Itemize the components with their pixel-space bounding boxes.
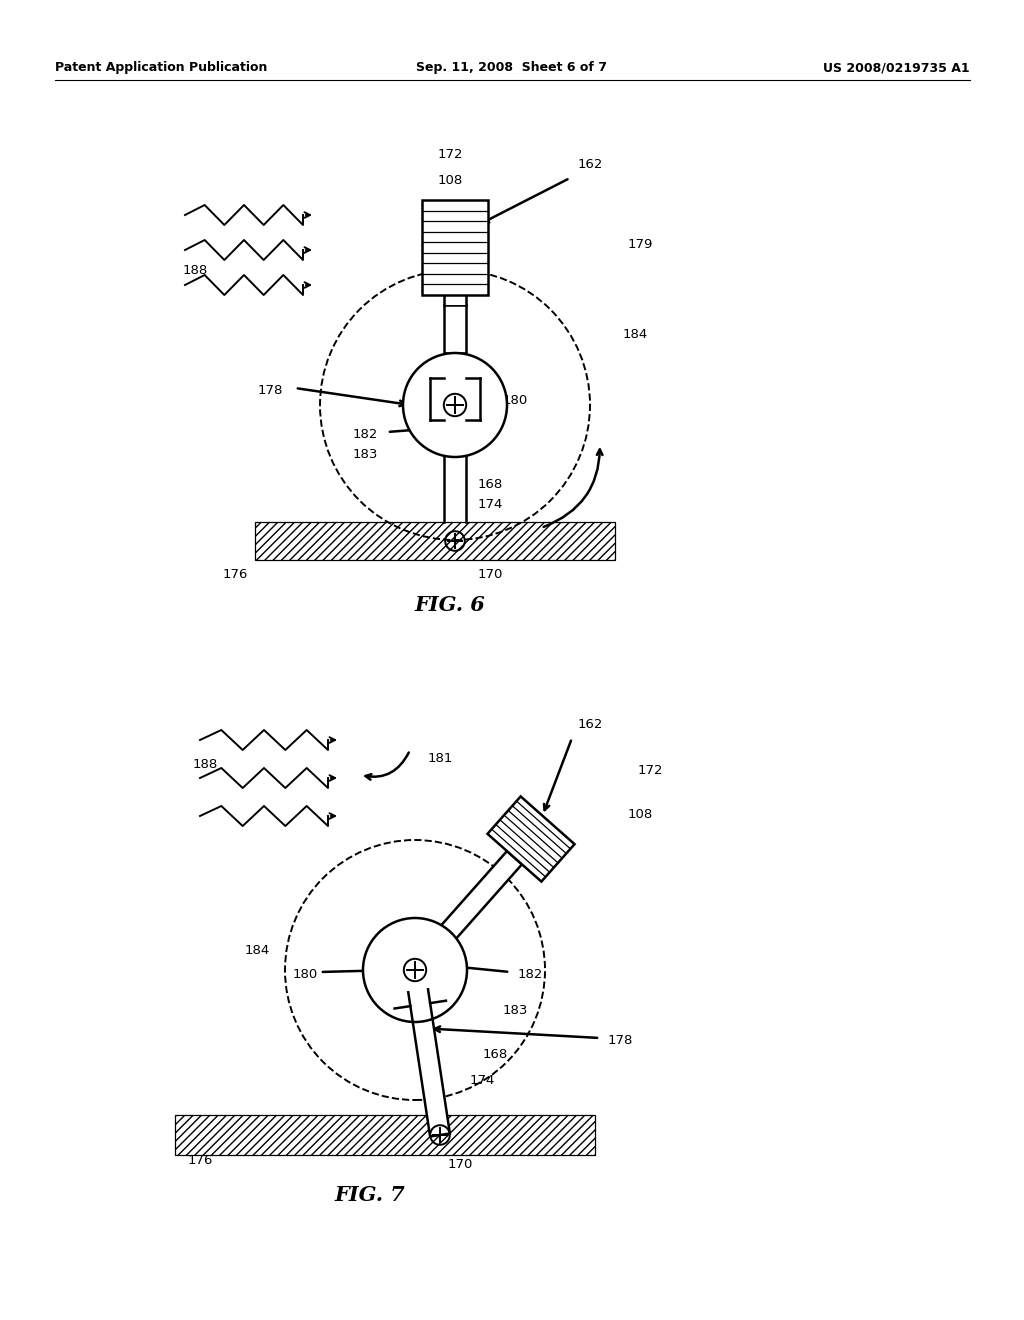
Polygon shape — [487, 796, 574, 882]
Text: 179: 179 — [628, 239, 652, 252]
Bar — [175, 1115, 595, 1155]
Text: 188: 188 — [193, 759, 218, 771]
Text: 170: 170 — [477, 569, 503, 582]
Text: 183: 183 — [352, 449, 378, 462]
Text: 182: 182 — [517, 969, 543, 982]
Text: Sep. 11, 2008  Sheet 6 of 7: Sep. 11, 2008 Sheet 6 of 7 — [417, 62, 607, 74]
Bar — [444, 294, 466, 305]
Text: 182: 182 — [352, 429, 378, 441]
Text: 188: 188 — [182, 264, 208, 276]
Text: 184: 184 — [245, 944, 269, 957]
Text: FIG. 7: FIG. 7 — [335, 1185, 406, 1205]
Text: 170: 170 — [447, 1159, 473, 1172]
Text: 184: 184 — [623, 329, 647, 342]
Text: Patent Application Publication: Patent Application Publication — [55, 62, 267, 74]
Text: 162: 162 — [578, 718, 603, 731]
Text: 178: 178 — [257, 384, 283, 396]
Text: 172: 172 — [437, 149, 463, 161]
Text: 176: 176 — [222, 569, 248, 582]
Text: 172: 172 — [637, 763, 663, 776]
Text: 181: 181 — [427, 751, 453, 764]
Text: 180: 180 — [503, 393, 527, 407]
Polygon shape — [406, 969, 450, 1137]
Text: 108: 108 — [628, 808, 652, 821]
Text: 176: 176 — [187, 1154, 213, 1167]
Circle shape — [362, 917, 467, 1022]
Text: US 2008/0219735 A1: US 2008/0219735 A1 — [823, 62, 970, 74]
Circle shape — [403, 352, 507, 457]
Polygon shape — [408, 851, 522, 977]
Text: 174: 174 — [477, 499, 503, 511]
Text: 108: 108 — [437, 173, 463, 186]
Text: 174: 174 — [469, 1073, 495, 1086]
Text: 180: 180 — [293, 969, 317, 982]
Text: 168: 168 — [482, 1048, 508, 1061]
Text: 178: 178 — [607, 1034, 633, 1047]
Text: 168: 168 — [477, 479, 503, 491]
Text: 162: 162 — [578, 158, 603, 172]
Text: 183: 183 — [503, 1003, 527, 1016]
Bar — [255, 521, 615, 560]
Text: FIG. 6: FIG. 6 — [415, 595, 485, 615]
Bar — [422, 201, 488, 294]
Bar — [444, 305, 466, 352]
